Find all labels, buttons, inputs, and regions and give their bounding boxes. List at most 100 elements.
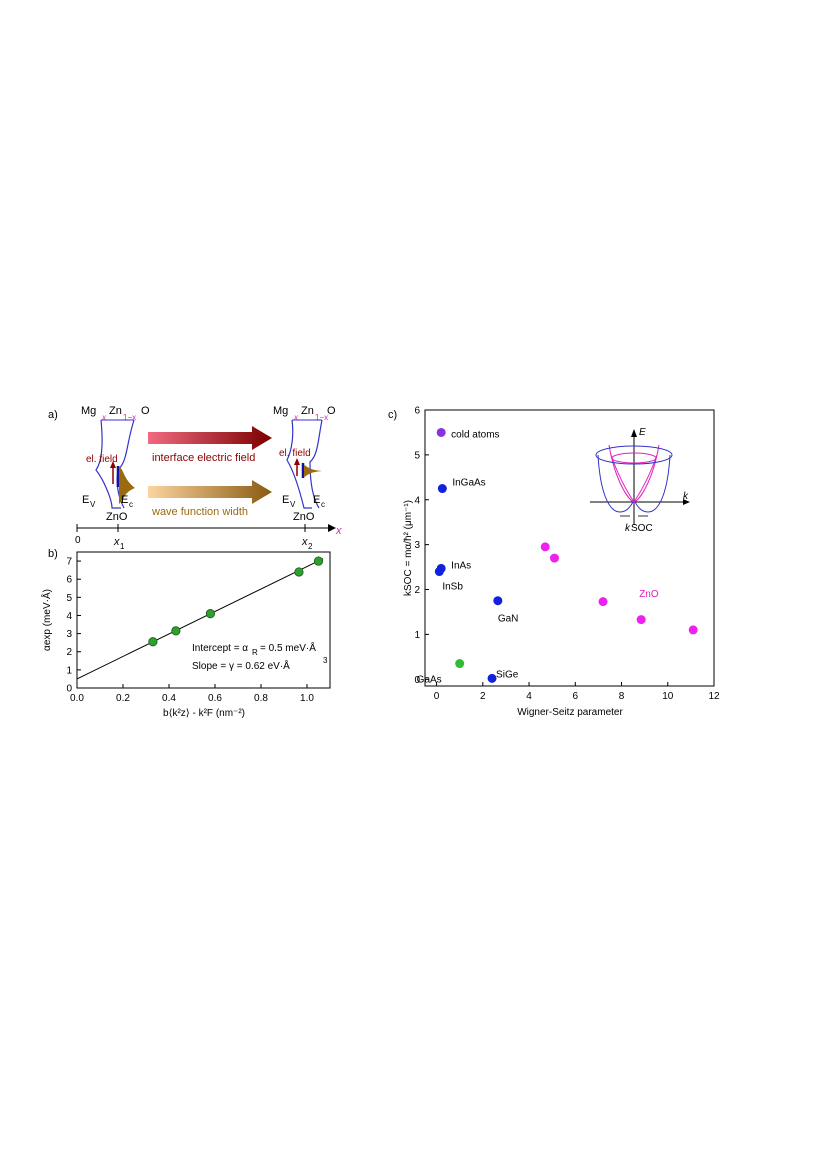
c-data-point bbox=[549, 553, 559, 563]
inset-k-label: k bbox=[683, 491, 689, 502]
c-xtick-label: 10 bbox=[662, 691, 674, 702]
inset-e-label: E bbox=[639, 427, 646, 438]
el-field-label: el. field bbox=[86, 454, 118, 465]
panel-c-points bbox=[434, 427, 698, 683]
b-xtick-label: 1.0 bbox=[300, 693, 314, 704]
ev-label: E bbox=[82, 494, 89, 506]
inset-k-arrow bbox=[683, 499, 690, 505]
wave-function-shape-right bbox=[304, 465, 322, 477]
panel-c-xlabel: Wigner-Seitz parameter bbox=[517, 707, 623, 718]
c-xtick-label: 8 bbox=[619, 691, 625, 702]
mg-label: Mg bbox=[81, 405, 96, 417]
c-data-point bbox=[688, 625, 698, 635]
valence-band-path-right bbox=[286, 419, 312, 509]
b-data-point bbox=[171, 626, 181, 636]
ec-label: E bbox=[121, 494, 128, 506]
o-label-right: O bbox=[327, 405, 336, 417]
o-label: O bbox=[141, 405, 150, 417]
c-ytick-label: 2 bbox=[414, 585, 420, 596]
c-ytick-label: 0 bbox=[414, 675, 420, 686]
interface-field-arrow bbox=[148, 426, 272, 450]
c-point-label: GaN bbox=[498, 614, 519, 625]
el-field-label-right: el. field bbox=[279, 448, 311, 459]
c-ytick-label: 1 bbox=[414, 630, 420, 641]
c-data-point bbox=[455, 659, 465, 669]
intercept-text: Intercept = α bbox=[192, 643, 248, 654]
one-minus-x-label: 1−x bbox=[123, 413, 136, 422]
panel-c-frame bbox=[424, 409, 715, 687]
left-heterostructure: Mg x Zn 1−x O el. field E V E c ZnO bbox=[81, 405, 150, 523]
inset-blue-ellipse bbox=[595, 445, 673, 465]
c-xtick-label: 12 bbox=[708, 691, 720, 702]
zno-left-label: ZnO bbox=[106, 511, 128, 523]
slope-text: Slope = γ = 0.62 eV·Å bbox=[192, 659, 290, 672]
c-xtick-label: 2 bbox=[480, 691, 486, 702]
c-xtick-label: 6 bbox=[572, 691, 578, 702]
valence-band-path bbox=[95, 419, 121, 509]
b-xtick-label: 0.4 bbox=[162, 693, 176, 704]
c-point-label: GaAs bbox=[417, 675, 442, 686]
inset-magenta-ellipse bbox=[611, 452, 657, 464]
b-ytick-label: 3 bbox=[66, 629, 72, 640]
intercept-value: = 0.5 meV·Å bbox=[260, 641, 316, 654]
zn-label-right: Zn bbox=[301, 405, 314, 417]
wave-width-label: wave function width bbox=[151, 506, 248, 518]
x-sub-label-right: x bbox=[293, 413, 299, 422]
c-ytick-label: 6 bbox=[414, 406, 420, 417]
b-data-point bbox=[313, 556, 324, 566]
inset-ksoc-sub: SOC bbox=[631, 523, 653, 534]
position-axis-arrow bbox=[328, 524, 336, 532]
c-point-label: InSb bbox=[442, 582, 463, 593]
inset-e-arrow bbox=[631, 429, 637, 437]
b-ytick-label: 1 bbox=[66, 665, 72, 676]
one-minus-x-label-right: 1−x bbox=[315, 413, 328, 422]
zn-label: Zn bbox=[109, 405, 122, 417]
c-xtick-label: 4 bbox=[526, 691, 532, 702]
axis-origin-label: 0 bbox=[75, 535, 81, 546]
c-data-point bbox=[436, 427, 446, 437]
field-arrow-head-right bbox=[294, 458, 300, 465]
ec-sub: c bbox=[129, 500, 133, 509]
panel-b-ylabel: αexp (meV·Å) bbox=[40, 589, 53, 651]
b-ytick-label: 0 bbox=[66, 684, 72, 695]
panel-b-label: b) bbox=[48, 548, 58, 560]
b-xtick-label: 0.8 bbox=[254, 693, 268, 704]
inset-magenta-right bbox=[610, 444, 660, 503]
c-point-label: InAs bbox=[451, 560, 471, 571]
c-data-point bbox=[487, 673, 497, 683]
b-data-point bbox=[205, 609, 215, 619]
ev-sub-right: V bbox=[290, 500, 296, 509]
b-data-point bbox=[148, 637, 158, 647]
c-point-label: InGaAs bbox=[452, 478, 485, 489]
inset-blue-left bbox=[597, 454, 635, 513]
b-ytick-label: 4 bbox=[66, 611, 72, 622]
intercept-sub: R bbox=[252, 648, 258, 657]
ev-sub: V bbox=[90, 500, 96, 509]
wave-function-shape bbox=[119, 466, 135, 504]
c-ytick-label: 5 bbox=[414, 450, 420, 461]
dispersion-inset: E k k SOC bbox=[590, 427, 690, 534]
x1-sub: 1 bbox=[120, 542, 125, 551]
interface-field-label: interface electric field bbox=[152, 452, 255, 464]
b-ytick-label: 7 bbox=[66, 557, 72, 568]
c-ytick-label: 3 bbox=[414, 540, 420, 551]
panel-b-points bbox=[148, 556, 324, 647]
b-ytick-label: 2 bbox=[66, 647, 72, 658]
x1-label: x bbox=[113, 536, 120, 548]
x2-sub: 2 bbox=[308, 542, 313, 551]
c-data-point bbox=[434, 567, 444, 577]
panel-b-frame bbox=[76, 551, 331, 689]
c-data-point bbox=[437, 484, 447, 494]
c-point-label: ZnO bbox=[639, 589, 659, 600]
ev-label-right: E bbox=[282, 494, 289, 506]
panel-b-fit-line bbox=[76, 558, 324, 680]
b-ytick-label: 5 bbox=[66, 593, 72, 604]
wave-width-arrow bbox=[148, 480, 272, 504]
panel-b-xlabel: b⟨k²z⟩ - k²F (nm⁻²) bbox=[163, 708, 245, 719]
conduction-band-path-right bbox=[309, 419, 323, 509]
c-data-point bbox=[493, 596, 503, 606]
c-point-label: cold atoms bbox=[451, 429, 499, 440]
